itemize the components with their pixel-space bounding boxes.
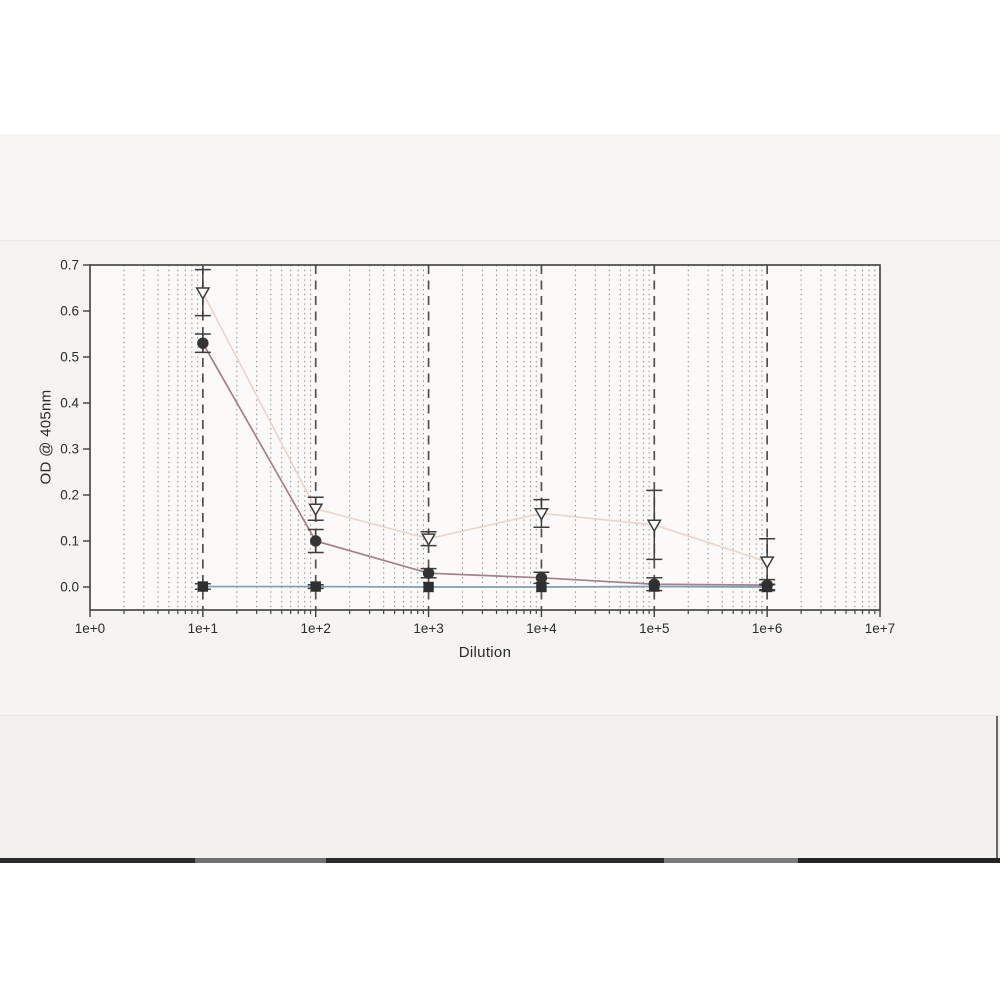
plot-area [90, 265, 880, 610]
triangle-down-marker-icon [308, 503, 324, 517]
triangle-down-marker-icon [533, 508, 549, 522]
triangle-down-marker-icon [421, 533, 437, 547]
y-tick-label: 0.5 [60, 350, 79, 365]
square-marker-icon [423, 581, 434, 593]
scan-artifact-strip [0, 858, 1000, 863]
y-axis-title: OD @ 405nm [37, 389, 55, 485]
series-triangle-down-line [202, 292, 768, 563]
y-tick-label: 0.4 [60, 396, 79, 411]
x-tick-label: 1e+1 [188, 621, 218, 636]
x-tick-label: 1e+5 [639, 621, 669, 636]
y-tick-label: 0.6 [60, 304, 79, 319]
square-marker-icon [761, 581, 773, 593]
x-axis-title: Dilution [458, 644, 512, 661]
y-tick-label: 0.1 [60, 534, 79, 549]
square-marker-icon [649, 581, 660, 592]
square-marker-icon [197, 581, 209, 592]
triangle-down-marker-icon [646, 519, 662, 533]
scanned-paper-bottom-band [0, 715, 1000, 863]
triangle-down-marker-icon [759, 556, 775, 570]
scanned-paper-top-band [0, 134, 1000, 241]
y-tick-label: 0.7 [60, 258, 79, 273]
x-tick-label: 1e+0 [75, 621, 105, 636]
y-tick-label: 0.3 [60, 442, 79, 457]
square-marker-icon [536, 581, 547, 593]
circle-marker-icon [535, 572, 548, 584]
y-tick-label: 0.2 [60, 488, 79, 503]
series-circle-line [202, 342, 768, 587]
x-tick-label: 1e+3 [413, 621, 443, 636]
circle-marker-icon [197, 337, 209, 349]
y-tick-label: 0.0 [60, 580, 79, 595]
scan-edge-line [996, 716, 998, 858]
triangle-down-marker-icon [195, 287, 211, 301]
plot-frame [89, 264, 881, 611]
circle-marker-icon [422, 567, 435, 579]
x-tick-label: 1e+2 [301, 621, 331, 636]
circle-marker-icon [310, 535, 322, 547]
square-marker-icon [310, 581, 321, 592]
x-tick-label: 1e+6 [752, 621, 782, 636]
x-tick-label: 1e+7 [865, 621, 895, 636]
x-tick-label: 1e+4 [526, 621, 557, 636]
